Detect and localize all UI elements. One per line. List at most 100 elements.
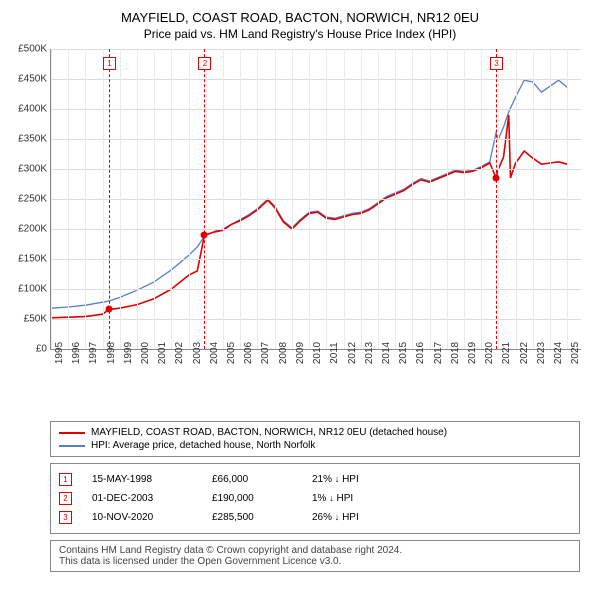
x-axis-label: 2023	[536, 342, 547, 364]
sale-date: 01-DEC-2003	[92, 493, 212, 504]
x-axis-label: 2003	[192, 342, 203, 364]
gridline-h	[51, 319, 581, 320]
sale-diff: 26% ↓ HPI	[312, 512, 432, 523]
x-axis-label: 1999	[123, 342, 134, 364]
x-axis-label: 2007	[260, 342, 271, 364]
gridline-v	[275, 49, 276, 349]
y-axis-label: £150K	[18, 254, 47, 265]
x-axis-label: 2018	[450, 342, 461, 364]
gridline-v	[85, 49, 86, 349]
sales-table: 115-MAY-1998£66,00021% ↓ HPI201-DEC-2003…	[50, 463, 580, 534]
event-vline	[496, 49, 497, 349]
arrow-down-icon: ↓	[335, 474, 340, 484]
gridline-v	[206, 49, 207, 349]
legend-swatch	[59, 445, 85, 447]
gridline-v	[137, 49, 138, 349]
y-axis-label: £500K	[18, 44, 47, 55]
sale-price: £190,000	[212, 493, 312, 504]
sale-row: 310-NOV-2020£285,50026% ↓ HPI	[59, 508, 571, 527]
gridline-v	[378, 49, 379, 349]
arrow-down-icon: ↓	[329, 493, 334, 503]
gridline-v	[223, 49, 224, 349]
gridline-v	[567, 49, 568, 349]
y-axis-label: £50K	[24, 314, 47, 325]
footer-line-1: Contains HM Land Registry data © Crown c…	[59, 545, 571, 556]
gridline-v	[326, 49, 327, 349]
gridline-h	[51, 79, 581, 80]
legend-swatch	[59, 432, 85, 434]
x-axis-label: 2017	[433, 342, 444, 364]
gridline-v	[361, 49, 362, 349]
x-axis-label: 2010	[312, 342, 323, 364]
gridline-v	[412, 49, 413, 349]
y-axis-label: £450K	[18, 74, 47, 85]
legend-label: MAYFIELD, COAST ROAD, BACTON, NORWICH, N…	[91, 427, 447, 438]
x-axis-label: 1995	[54, 342, 65, 364]
x-axis-label: 2013	[364, 342, 375, 364]
x-axis-label: 1998	[106, 342, 117, 364]
x-axis-label: 2025	[570, 342, 581, 364]
sale-marker: 3	[59, 511, 72, 524]
x-axis-label: 2008	[278, 342, 289, 364]
sale-marker: 1	[59, 473, 72, 486]
event-marker: 3	[490, 57, 503, 70]
sale-diff: 1% ↓ HPI	[312, 493, 432, 504]
x-axis-label: 2005	[226, 342, 237, 364]
x-axis-label: 2015	[398, 342, 409, 364]
gridline-h	[51, 139, 581, 140]
gridline-v	[189, 49, 190, 349]
x-axis-label: 2016	[415, 342, 426, 364]
gridline-v	[481, 49, 482, 349]
sale-price: £66,000	[212, 474, 312, 485]
x-axis-label: 2001	[157, 342, 168, 364]
event-vline	[109, 49, 110, 349]
gridline-v	[395, 49, 396, 349]
sale-date: 10-NOV-2020	[92, 512, 212, 523]
legend-row: HPI: Average price, detached house, Nort…	[59, 439, 571, 452]
gridline-v	[292, 49, 293, 349]
gridline-v	[240, 49, 241, 349]
x-axis-label: 2024	[553, 342, 564, 364]
gridline-h	[51, 259, 581, 260]
gridline-h	[51, 109, 581, 110]
gridline-v	[309, 49, 310, 349]
gridline-v	[430, 49, 431, 349]
plot: £0£50K£100K£150K£200K£250K£300K£350K£400…	[50, 49, 581, 350]
gridline-h	[51, 49, 581, 50]
legend-label: HPI: Average price, detached house, Nort…	[91, 440, 315, 451]
sale-row: 1 15-MAY-1998£66,00021% ↓ HPI	[59, 470, 571, 489]
x-axis-label: 2000	[140, 342, 151, 364]
gridline-v	[103, 49, 104, 349]
sale-date: 15-MAY-1998	[92, 474, 212, 485]
gridline-v	[533, 49, 534, 349]
x-axis-label: 2019	[467, 342, 478, 364]
chart-subtitle: Price paid vs. HM Land Registry's House …	[0, 27, 600, 41]
chart-area: £0£50K£100K£150K£200K£250K£300K£350K£400…	[50, 49, 580, 379]
gridline-h	[51, 289, 581, 290]
gridline-h	[51, 169, 581, 170]
x-axis-label: 2012	[347, 342, 358, 364]
x-axis-label: 2020	[484, 342, 495, 364]
gridline-v	[498, 49, 499, 349]
gridline-v	[171, 49, 172, 349]
gridline-v	[344, 49, 345, 349]
y-axis-label: £350K	[18, 134, 47, 145]
sale-diff: 21% ↓ HPI	[312, 474, 432, 485]
event-marker: 1	[103, 57, 116, 70]
gridline-v	[68, 49, 69, 349]
sale-point	[105, 306, 112, 313]
gridline-v	[51, 49, 52, 349]
y-axis-label: £300K	[18, 164, 47, 175]
x-axis-label: 1996	[71, 342, 82, 364]
sale-point	[492, 174, 499, 181]
arrow-down-icon: ↓	[335, 512, 340, 522]
x-axis-label: 2014	[381, 342, 392, 364]
legend-row: MAYFIELD, COAST ROAD, BACTON, NORWICH, N…	[59, 426, 571, 439]
gridline-h	[51, 199, 581, 200]
footer-line-2: This data is licensed under the Open Gov…	[59, 556, 571, 567]
chart-title: MAYFIELD, COAST ROAD, BACTON, NORWICH, N…	[0, 0, 600, 25]
x-axis-label: 2006	[243, 342, 254, 364]
y-axis-label: £250K	[18, 194, 47, 205]
y-axis-label: £0	[36, 344, 47, 355]
x-axis-label: 2021	[501, 342, 512, 364]
